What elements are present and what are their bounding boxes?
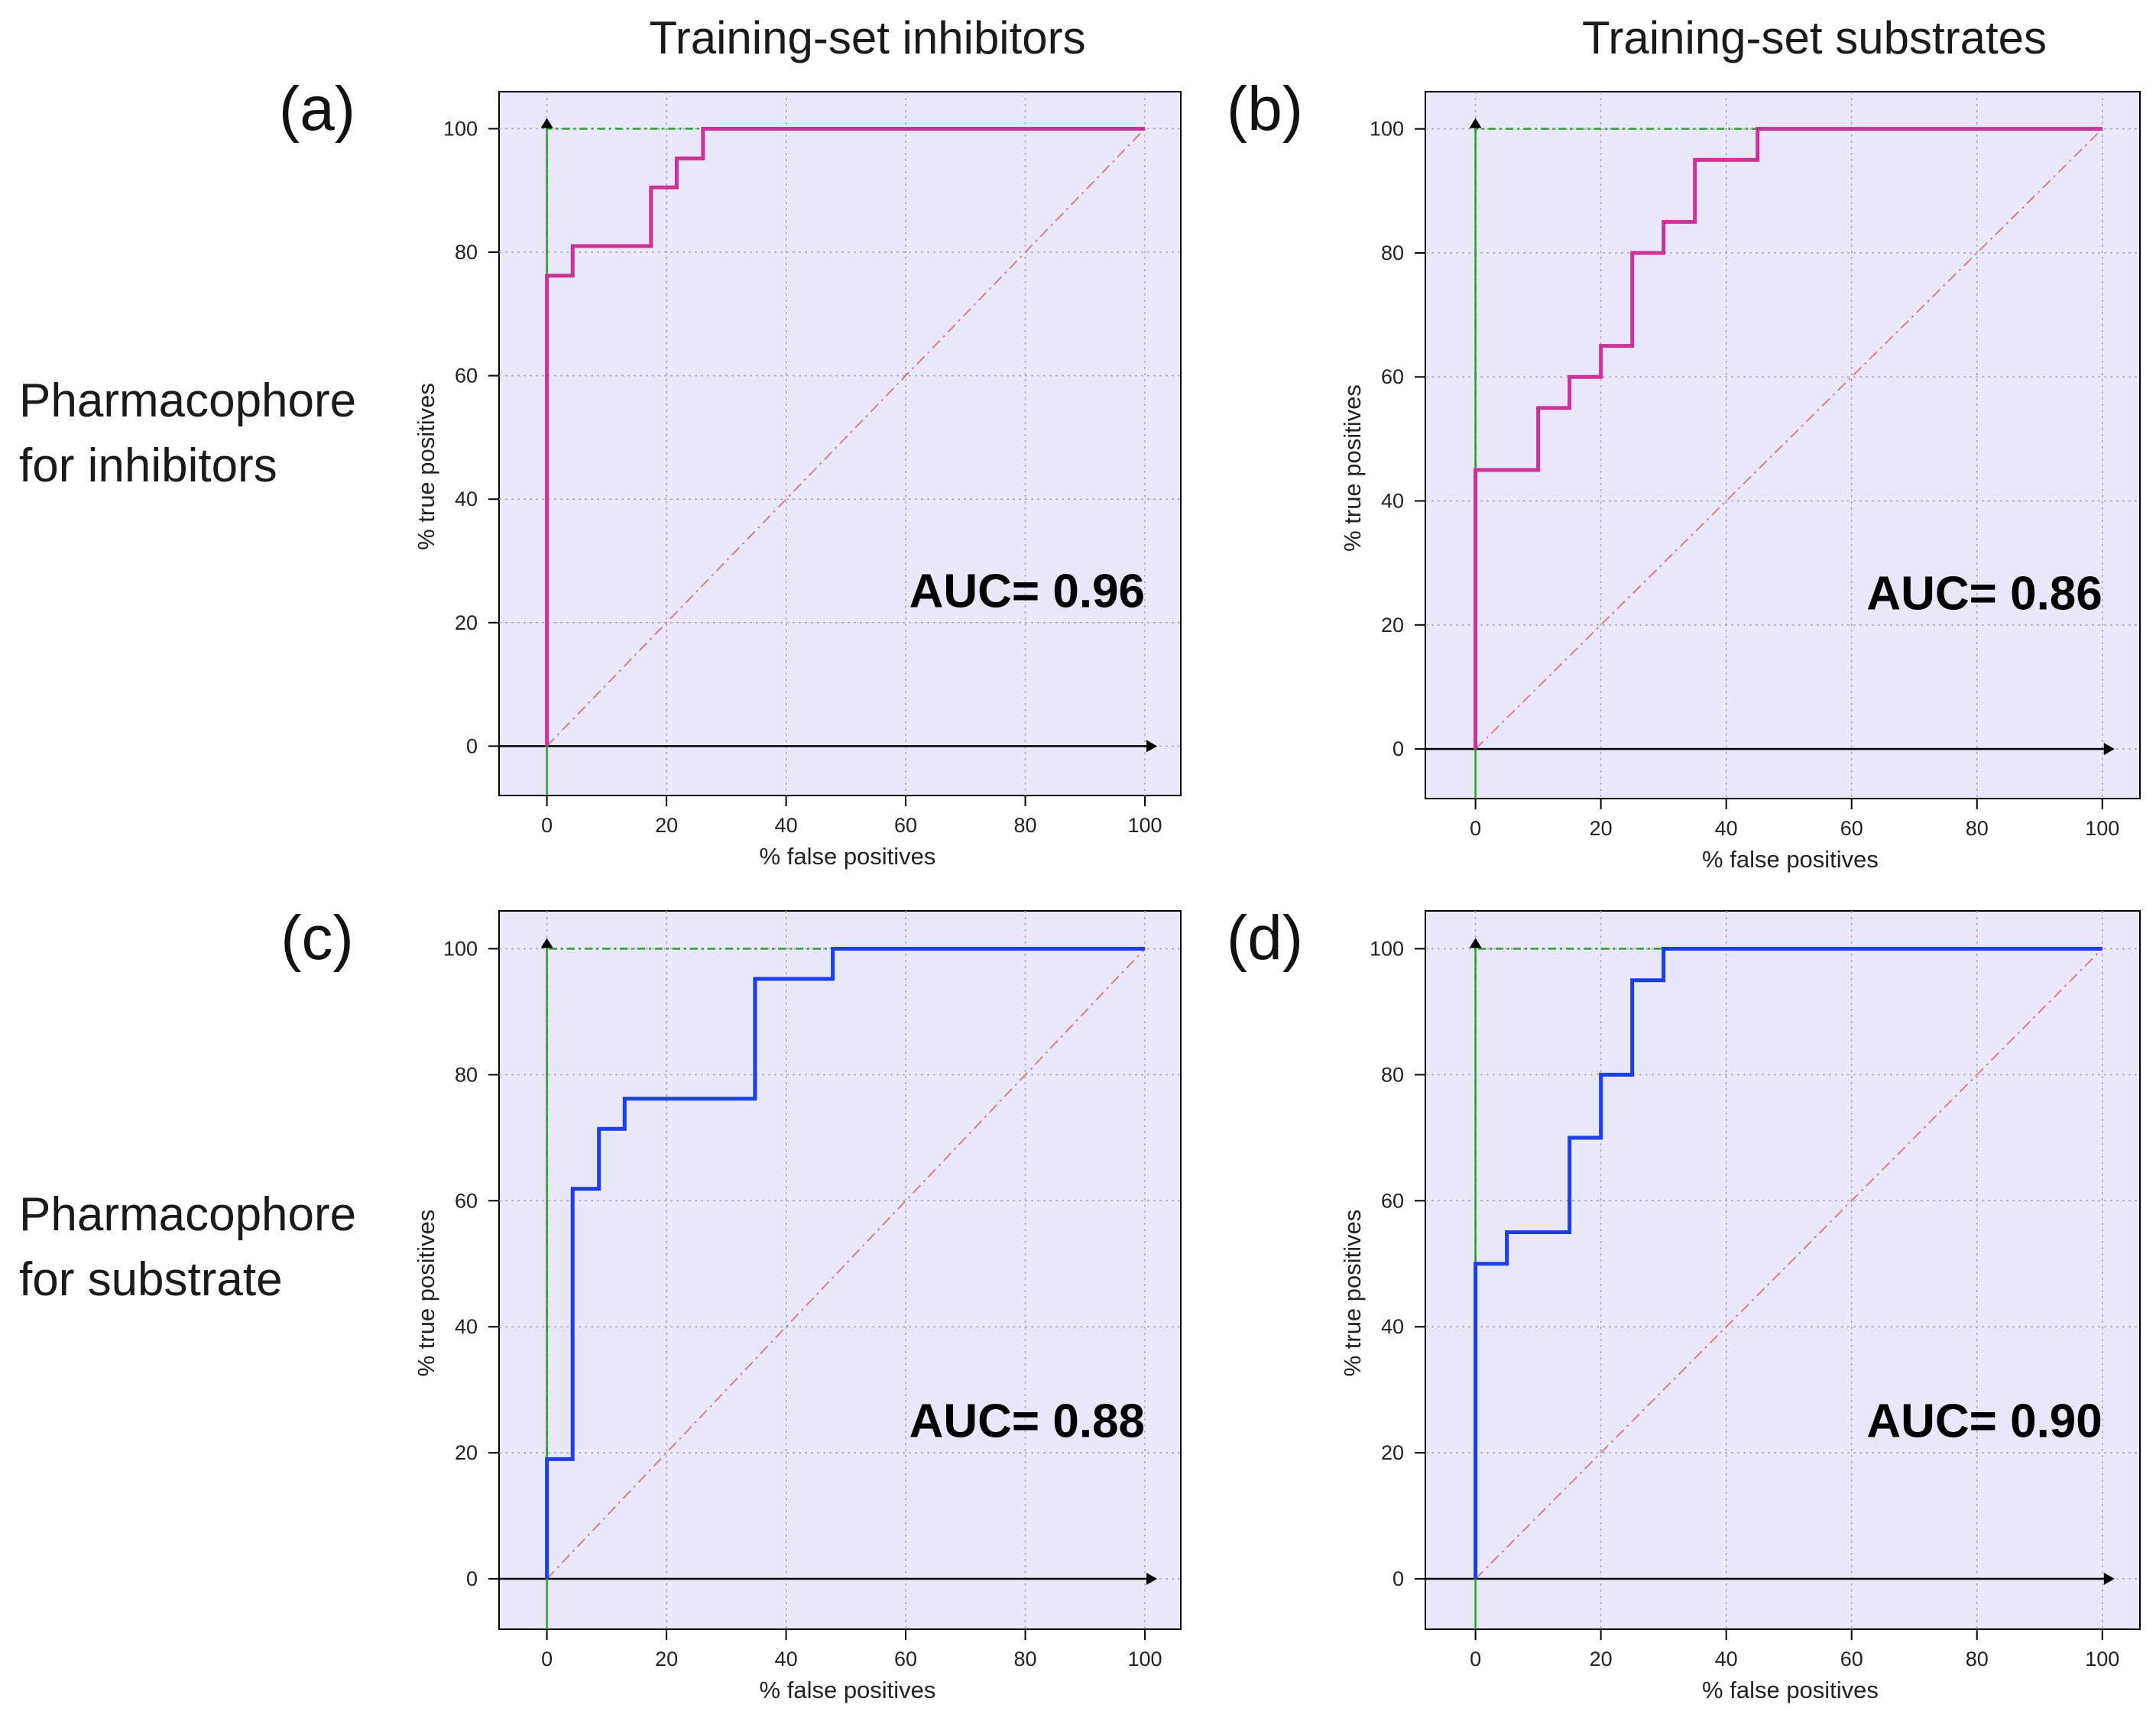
x-tick-label: 80 (1014, 814, 1037, 837)
roc-curve (545, 946, 1146, 1580)
y-tick-label: 80 (1381, 241, 1404, 264)
x-tick-label: 40 (1715, 817, 1738, 840)
y-tick-label: 100 (443, 117, 478, 140)
y-tick-label: 0 (1392, 737, 1404, 760)
y-axis-arrowhead (540, 938, 553, 948)
y-axis-arrowhead (1469, 938, 1482, 948)
x-tick-label: 60 (1840, 817, 1863, 840)
y-tick-label: 20 (1381, 1441, 1404, 1464)
panel-letter: (c) (280, 903, 354, 973)
x-tick-label: 40 (775, 1648, 798, 1670)
y-tick-label: 20 (455, 611, 478, 634)
random-diagonal-line (1474, 128, 2103, 750)
y-tick-label: 80 (1381, 1063, 1404, 1086)
x-axis-arrowhead (2103, 1573, 2115, 1586)
x-axis-title: % false positives (760, 1677, 936, 1703)
x-axis-title: % false positives (1702, 846, 1879, 873)
y-tick-label: 40 (1381, 1315, 1404, 1338)
row-label-substrate-line1: Pharmacophore (19, 1188, 356, 1241)
roc-panel-d: 0 20 40 60 80 100 0 20 40 60 80 100 % false positive… (1227, 903, 2141, 1703)
roc-panel-a: 0 20 40 60 80 100 0 20 40 60 80 100 % false positive… (279, 74, 1182, 870)
y-tick-label: 60 (1381, 365, 1404, 388)
x-axis-arrowhead (1146, 740, 1158, 753)
y-tick-label: 0 (466, 734, 478, 757)
x-axis-arrowhead (1146, 1573, 1158, 1586)
auc-label: AUC= 0.96 (909, 565, 1145, 618)
x-tick-label: 40 (775, 814, 798, 837)
y-axis-arrowhead (1469, 118, 1482, 128)
roc-panel-c: 0 20 40 60 80 100 0 20 40 60 80 100 % false positive… (280, 903, 1182, 1703)
random-diagonal-line (1474, 948, 2103, 1580)
column-title-inhibitors: Training-set inhibitors (649, 12, 1085, 63)
y-tick-label: 0 (466, 1567, 478, 1590)
y-tick-label: 60 (1381, 1189, 1404, 1212)
y-tick-label: 80 (455, 241, 478, 264)
row-label-inhibitors-line1: Pharmacophore (19, 374, 356, 427)
y-axis-arrowhead (540, 118, 553, 128)
y-axis-title: % true positives (1339, 384, 1366, 552)
x-tick-label: 80 (1966, 1648, 1989, 1670)
random-diagonal-line (546, 128, 1146, 747)
y-tick-label: 60 (455, 1189, 478, 1212)
plot-area (1425, 910, 2141, 1630)
column-title-substrates: Training-set substrates (1582, 12, 2047, 63)
panel-letter: (d) (1227, 903, 1303, 973)
y-axis-title: % true positives (1339, 1210, 1366, 1377)
y-tick-label: 100 (1370, 118, 1404, 141)
x-tick-label: 100 (1128, 814, 1162, 837)
x-tick-label: 0 (541, 1648, 553, 1670)
x-tick-label: 0 (541, 814, 553, 837)
y-axis-title: % true positives (413, 1210, 439, 1377)
auc-label: AUC= 0.86 (1866, 568, 2102, 621)
auc-label: AUC= 0.88 (909, 1395, 1145, 1448)
roc-panel-b: 0 20 40 60 80 100 0 20 40 60 80 100 % false positive… (1227, 74, 2141, 873)
roc-curve (1474, 946, 2103, 1580)
y-tick-label: 40 (455, 488, 478, 510)
y-tick-label: 40 (1381, 490, 1404, 513)
x-tick-label: 20 (655, 814, 678, 837)
y-tick-label: 0 (1392, 1567, 1404, 1590)
x-tick-label: 80 (1014, 1648, 1037, 1670)
y-tick-label: 60 (455, 365, 478, 387)
x-tick-label: 40 (1715, 1648, 1738, 1670)
row-label-inhibitors-line2: for inhibitors (19, 439, 277, 492)
x-tick-label: 60 (1840, 1648, 1863, 1670)
roc-curve (1474, 127, 2103, 750)
x-axis-title: % false positives (760, 843, 936, 870)
y-axis-title: % true positives (413, 383, 439, 550)
row-label-substrate-line2: for substrate (19, 1253, 283, 1306)
x-tick-label: 0 (1470, 817, 1481, 840)
y-tick-label: 20 (1381, 614, 1404, 637)
y-tick-label: 80 (455, 1063, 478, 1086)
y-tick-label: 100 (1370, 937, 1404, 960)
x-tick-label: 20 (1590, 1648, 1613, 1670)
x-tick-label: 100 (1128, 1648, 1162, 1670)
roc-curve (545, 126, 1146, 747)
y-tick-label: 100 (443, 937, 478, 960)
x-tick-label: 100 (2085, 1648, 2119, 1670)
auc-label: AUC= 0.90 (1866, 1395, 2102, 1448)
x-tick-label: 100 (2085, 817, 2119, 840)
x-tick-label: 20 (655, 1648, 678, 1670)
x-axis-arrowhead (2103, 743, 2115, 756)
y-tick-label: 20 (455, 1441, 478, 1464)
panel-letter: (b) (1227, 74, 1303, 144)
panel-letter: (a) (279, 74, 355, 144)
x-tick-label: 20 (1590, 817, 1613, 840)
x-tick-label: 60 (894, 814, 917, 837)
x-tick-label: 0 (1470, 1648, 1481, 1670)
x-tick-label: 60 (894, 1648, 917, 1670)
y-tick-label: 40 (455, 1315, 478, 1338)
x-axis-title: % false positives (1702, 1677, 1879, 1703)
x-tick-label: 80 (1966, 817, 1989, 840)
